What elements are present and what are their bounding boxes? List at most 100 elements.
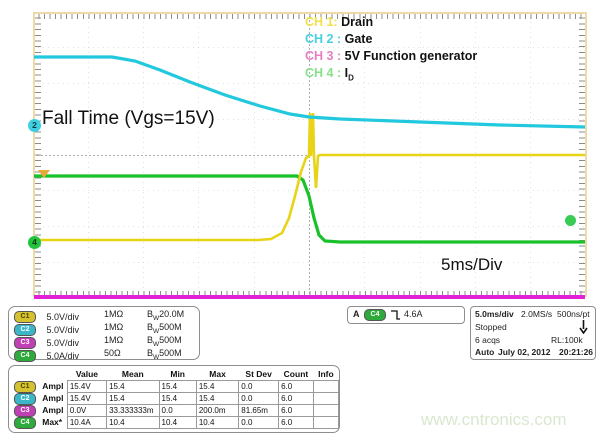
legend-ch2-sep: : [336, 31, 342, 46]
cell-mean: 15.4 [106, 380, 160, 393]
measurement-name-ch1: Ampl [42, 380, 64, 391]
cell-mean: 15.4 [106, 392, 160, 405]
measurement-row-label-ch3: C3 Ampl [12, 404, 67, 417]
measurement-name-ch4: Max* [42, 416, 63, 427]
channel-setting-row-ch3[interactable]: C3 5.0V/div 1MΩ BW500M [14, 334, 199, 349]
channel-marker-ch4-right[interactable] [565, 215, 576, 226]
cell-min: 10.4 [158, 416, 197, 429]
legend-item-ch3: CH 3 : 5V Function generator [305, 48, 477, 65]
measurement-row-label-ch1: C1 Ampl [12, 380, 67, 393]
trigger-position-arrow-icon [579, 320, 588, 334]
measurement-name-ch3: Ampl [42, 404, 64, 415]
trigger-level-value: 4.6A [404, 309, 423, 319]
channel-badge-ch3[interactable]: C3 [14, 336, 36, 349]
timebase-annotation: 5ms/Div [441, 255, 503, 274]
falling-edge-icon [391, 310, 400, 320]
timebase-panel: 5.0ms/div 2.0MS/s 500ns/pt Stopped 6 acq… [470, 306, 596, 360]
cell-min: 15.4 [158, 392, 197, 405]
column-header-stdev: St Dev [245, 369, 272, 379]
channel-setting-row-ch2[interactable]: C2 5.0V/div 1MΩ BW500M [14, 321, 199, 336]
acquisition-time: 20:21:26 [559, 347, 594, 357]
grid-line-h [33, 226, 586, 227]
cell-info [312, 392, 340, 405]
trigger-mode-label: A [353, 309, 360, 319]
channel-marker-ch4[interactable]: 4 [28, 236, 41, 249]
channel-badge-ch2[interactable]: C2 [14, 323, 36, 336]
measurement-row-label-ch4: C4 Max* [12, 416, 67, 429]
record-length: RL:100k [551, 335, 583, 345]
channel-marker-ch2[interactable]: 2 [28, 119, 41, 132]
channel-impedance-ch3: 1MΩ [104, 335, 124, 345]
trigger-mode-auto: Auto [475, 347, 495, 357]
channel-legend: CH 1: Drain CH 2 : Gate CH 3 : 5V Functi… [305, 14, 477, 84]
measurement-header-row: Value Mean Min Max St Dev Count Info [12, 369, 339, 381]
legend-ch4-label: I [344, 65, 349, 80]
timebase-resolution: 500ns/pt [557, 309, 590, 319]
cell-info [312, 404, 340, 417]
trigger-panel[interactable]: A C4 4.6A [347, 306, 465, 324]
cell-count: 6.0 [278, 404, 314, 417]
grid-line-h [33, 262, 586, 263]
measurement-name-ch2: Ampl [42, 392, 64, 403]
table-row[interactable]: C2 Ampl 15.4V 15.4 15.4 15.4 0.0 6.0 [12, 392, 340, 405]
cell-stdev: 81.65m [238, 404, 280, 417]
cell-value: 0.0V [66, 404, 108, 417]
measurement-badge-ch4[interactable]: C4 [14, 416, 36, 429]
legend-ch1-name: CH 1 [305, 15, 334, 29]
channel-setting-row-ch1[interactable]: C1 5.0V/div 1MΩ BW20.0M [14, 308, 199, 323]
channel-impedance-ch4: 50Ω [104, 348, 121, 358]
legend-item-ch1: CH 1: Drain [305, 14, 477, 31]
channel-badge-ch4[interactable]: C4 [14, 349, 36, 362]
legend-ch1-sep: : [333, 15, 338, 29]
cell-max: 15.4 [195, 392, 240, 405]
measurement-row-label-ch2: C2 Ampl [12, 392, 67, 405]
trigger-level-marker[interactable] [38, 170, 50, 178]
cell-stdev: 0.0 [238, 416, 280, 429]
channel-scale-ch2: 5.0V/div [46, 324, 79, 335]
measurement-badge-ch3[interactable]: C3 [14, 404, 36, 417]
channel-setting-row-ch4[interactable]: C4 5.0A/div 50Ω BW500M [14, 347, 199, 362]
cell-max: 10.4 [195, 416, 240, 429]
cell-count: 6.0 [278, 392, 314, 405]
column-header-info: Info [318, 369, 334, 379]
column-header-count: Count [283, 369, 309, 379]
table-row[interactable]: C1 Ampl 15.4V 15.4 15.4 15.4 0.0 6.0 [12, 380, 340, 393]
legend-ch3-name: CH 3 [305, 48, 334, 63]
cell-value: 15.4V [66, 392, 108, 405]
legend-ch4-sep: : [336, 65, 342, 80]
graticule-frame-left [33, 12, 35, 297]
measurement-badge-ch1[interactable]: C1 [14, 380, 36, 393]
grid-line-h [33, 190, 586, 191]
cell-info [312, 416, 340, 429]
legend-ch2-label: Gate [344, 31, 373, 46]
timebase-time-div: 5.0ms/div [475, 309, 514, 319]
graticule-frame-bottom [33, 295, 586, 297]
trigger-source-badge[interactable]: C4 [364, 309, 386, 321]
graticule-ticks-bottom [33, 291, 586, 297]
graticule-ticks-left [34, 12, 41, 297]
acquisition-date: July 02, 2012 [498, 347, 551, 357]
graticule-frame-right [585, 12, 587, 297]
legend-item-ch2: CH 2 : Gate [305, 31, 477, 48]
acquisition-count: 6 acqs [475, 335, 501, 345]
legend-item-ch4: CH 4 : ID [305, 65, 477, 84]
grid-line-h [33, 47, 586, 48]
channel-bandwidth-ch2: BW500M [147, 322, 182, 335]
cell-max: 15.4 [195, 380, 240, 393]
measurement-badge-ch2[interactable]: C2 [14, 392, 36, 405]
channel-bandwidth-ch3: BW500M [147, 335, 182, 348]
channel-scale-ch1: 5.0V/div [46, 311, 79, 322]
legend-ch1-label: Drain [341, 15, 374, 29]
channel-impedance-ch1: 1MΩ [104, 309, 124, 319]
column-header-value: Value [75, 369, 99, 379]
legend-ch2-name: CH 2 [305, 31, 334, 46]
table-row[interactable]: C4 Max* 10.4A 10.4 10.4 10.4 0.0 6.0 [12, 416, 340, 429]
table-row[interactable]: C3 Ampl 0.0V 33.333333m 0.0 200.0m 81.65… [12, 404, 340, 417]
cell-mean: 10.4 [106, 416, 160, 429]
legend-ch3-label: 5V Function generator [344, 48, 478, 63]
run-state-label: Stopped [475, 322, 507, 332]
cell-stdev: 0.0 [238, 380, 280, 393]
column-header-mean: Mean [121, 369, 144, 379]
legend-ch4-name: CH 4 [305, 65, 334, 80]
